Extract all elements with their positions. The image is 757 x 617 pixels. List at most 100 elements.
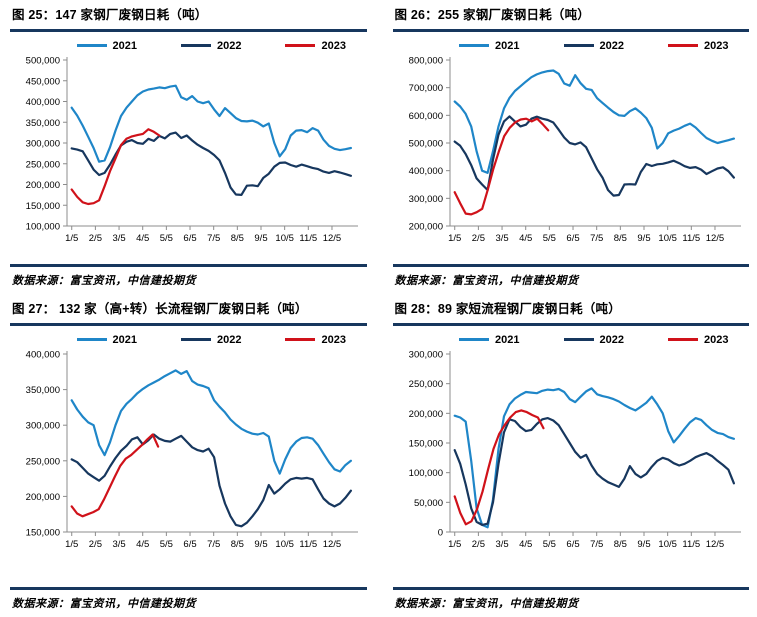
legend-item-2022: 2022 bbox=[563, 40, 624, 52]
chart-area-fig25: 2021 2022 2023 100,000 150,000 200,000 250,… bbox=[10, 36, 367, 250]
y-tick-label: 200,000 bbox=[26, 492, 60, 503]
x-tick-label: 2/5 bbox=[471, 233, 484, 244]
x-tick-label: 10/5 bbox=[658, 539, 677, 550]
legend-item-2021: 2021 bbox=[459, 334, 520, 346]
y-tick-label: 150,000 bbox=[26, 200, 60, 211]
y-tick-label: 400,000 bbox=[408, 166, 442, 177]
series-line-2022 bbox=[453, 416, 735, 526]
chart-area-fig26: 2021 2022 2023 200,000 300,000 400,000 500,… bbox=[393, 36, 750, 250]
legend-item-2021: 2021 bbox=[76, 40, 137, 52]
x-tick-label: 6/5 bbox=[183, 539, 196, 550]
legend-label-2021: 2021 bbox=[112, 333, 137, 346]
y-tick-label: 400,000 bbox=[26, 349, 60, 360]
x-tick-label: 11/5 bbox=[682, 233, 700, 244]
legend-label-2023: 2023 bbox=[703, 39, 729, 52]
series-line-2023 bbox=[453, 117, 549, 216]
legend-line-swatch-2021 bbox=[76, 338, 107, 342]
source-text-fig25: 数据来源：富宝资讯，中信建投期货 bbox=[12, 275, 196, 287]
line-chart-fig28: 0 50,000 100,000 150,000 200,000 250,000 300,0… bbox=[408, 349, 741, 550]
y-tick-label: 300,000 bbox=[408, 193, 442, 204]
chart-panel-fig27: 图 27： 132 家（高+转）长流程钢厂废钢日耗（吨） 2021 2022 2… bbox=[0, 294, 375, 617]
y-tick-label: 300,000 bbox=[26, 420, 60, 431]
legend-line-swatch-2023 bbox=[285, 44, 316, 48]
legend-item-2022: 2022 bbox=[181, 40, 241, 52]
x-tick-label: 5/5 bbox=[542, 539, 555, 550]
x-tick-label: 1/5 bbox=[65, 539, 78, 550]
x-tick-label: 12/5 bbox=[705, 233, 724, 244]
legend-label-2022: 2022 bbox=[217, 39, 242, 52]
legend-item-2022: 2022 bbox=[563, 334, 624, 346]
x-tick-label: 12/5 bbox=[705, 539, 724, 550]
x-tick-label: 10/5 bbox=[275, 233, 294, 244]
x-tick-label: 6/5 bbox=[566, 539, 579, 550]
x-tick-label: 8/5 bbox=[613, 233, 626, 244]
source-separator bbox=[10, 587, 367, 590]
series-line-2023 bbox=[453, 408, 545, 526]
source-text-fig28: 数据来源：富宝资讯，中信建投期货 bbox=[394, 598, 579, 610]
x-tick-label: 2/5 bbox=[89, 233, 102, 244]
legend-line-swatch-2023 bbox=[667, 338, 698, 342]
legend-item-2021: 2021 bbox=[459, 39, 520, 52]
x-tick-label: 3/5 bbox=[495, 233, 508, 244]
series-line-2023 bbox=[70, 433, 160, 518]
x-tick-label: 9/5 bbox=[637, 539, 650, 550]
legend-fig25: 2021 2022 2023 bbox=[10, 38, 367, 54]
y-tick-label: 300,000 bbox=[408, 349, 442, 360]
x-tick-label: 12/5 bbox=[323, 539, 342, 550]
x-tick-label: 9/5 bbox=[254, 539, 267, 550]
legend-item-2023: 2023 bbox=[667, 39, 729, 52]
y-tick-label: 350,000 bbox=[26, 385, 60, 396]
legend-item-2023: 2023 bbox=[285, 40, 346, 52]
legend-label-2022: 2022 bbox=[217, 333, 242, 346]
x-tick-label: 6/5 bbox=[566, 233, 579, 244]
x-tick-label: 12/5 bbox=[323, 233, 342, 244]
x-tick-label: 3/5 bbox=[495, 539, 508, 550]
y-tick-label: 100,000 bbox=[408, 468, 442, 479]
x-tick-label: 5/5 bbox=[542, 233, 555, 244]
x-tick-label: 4/5 bbox=[136, 539, 149, 550]
chart-title-fig27: 图 27： 132 家（高+转）长流程钢厂废钢日耗（吨） bbox=[10, 299, 367, 326]
x-tick-label: 8/5 bbox=[231, 233, 244, 244]
x-tick-label: 5/5 bbox=[160, 539, 173, 550]
source-separator bbox=[392, 264, 749, 267]
legend-item-2023: 2023 bbox=[285, 334, 346, 346]
x-tick-label: 4/5 bbox=[519, 233, 532, 244]
x-tick-label: 1/5 bbox=[448, 233, 461, 244]
x-tick-label: 8/5 bbox=[231, 539, 244, 550]
y-tick-label: 50,000 bbox=[413, 497, 442, 508]
x-tick-label: 6/5 bbox=[183, 233, 196, 244]
legend-line-swatch-2023 bbox=[667, 44, 698, 48]
x-tick-label: 9/5 bbox=[637, 233, 650, 244]
chart-title-fig26: 图 26：255 家钢厂废钢日耗（吨） bbox=[392, 5, 749, 32]
y-tick-label: 300,000 bbox=[26, 138, 60, 149]
y-tick-label: 150,000 bbox=[26, 527, 60, 538]
y-tick-label: 200,000 bbox=[408, 408, 442, 419]
legend-fig28: 2021 2022 2023 bbox=[393, 332, 750, 348]
y-tick-label: 400,000 bbox=[26, 97, 60, 108]
source-separator bbox=[10, 264, 367, 267]
y-tick-label: 200,000 bbox=[26, 180, 60, 191]
y-tick-label: 250,000 bbox=[26, 159, 60, 170]
legend-line-swatch-2022 bbox=[563, 44, 594, 48]
x-tick-label: 4/5 bbox=[519, 539, 532, 550]
x-tick-label: 5/5 bbox=[160, 233, 173, 244]
x-tick-label: 7/5 bbox=[590, 233, 603, 244]
x-tick-label: 7/5 bbox=[207, 539, 220, 550]
x-tick-label: 11/5 bbox=[299, 233, 317, 244]
legend-line-swatch-2022 bbox=[563, 338, 594, 342]
series-line-2021 bbox=[453, 69, 735, 174]
x-tick-label: 2/5 bbox=[471, 539, 484, 550]
chart-title-fig25: 图 25：147 家钢厂废钢日耗（吨） bbox=[10, 5, 367, 32]
series-line-2021 bbox=[453, 386, 735, 529]
legend-label-2023: 2023 bbox=[703, 333, 729, 346]
y-tick-label: 500,000 bbox=[26, 55, 60, 66]
x-tick-label: 7/5 bbox=[207, 233, 220, 244]
line-chart-fig25: 100,000 150,000 200,000 250,000 300,000 350,0… bbox=[26, 55, 358, 244]
legend-label-2021: 2021 bbox=[495, 39, 520, 52]
series-line-2022 bbox=[453, 114, 735, 197]
chart-panel-fig25: 图 25：147 家钢厂废钢日耗（吨） 2021 2022 2023 100,0… bbox=[0, 0, 375, 294]
legend-item-2022: 2022 bbox=[181, 334, 241, 346]
x-tick-label: 1/5 bbox=[448, 539, 461, 550]
y-tick-label: 250,000 bbox=[26, 456, 60, 467]
x-tick-label: 7/5 bbox=[590, 539, 603, 550]
